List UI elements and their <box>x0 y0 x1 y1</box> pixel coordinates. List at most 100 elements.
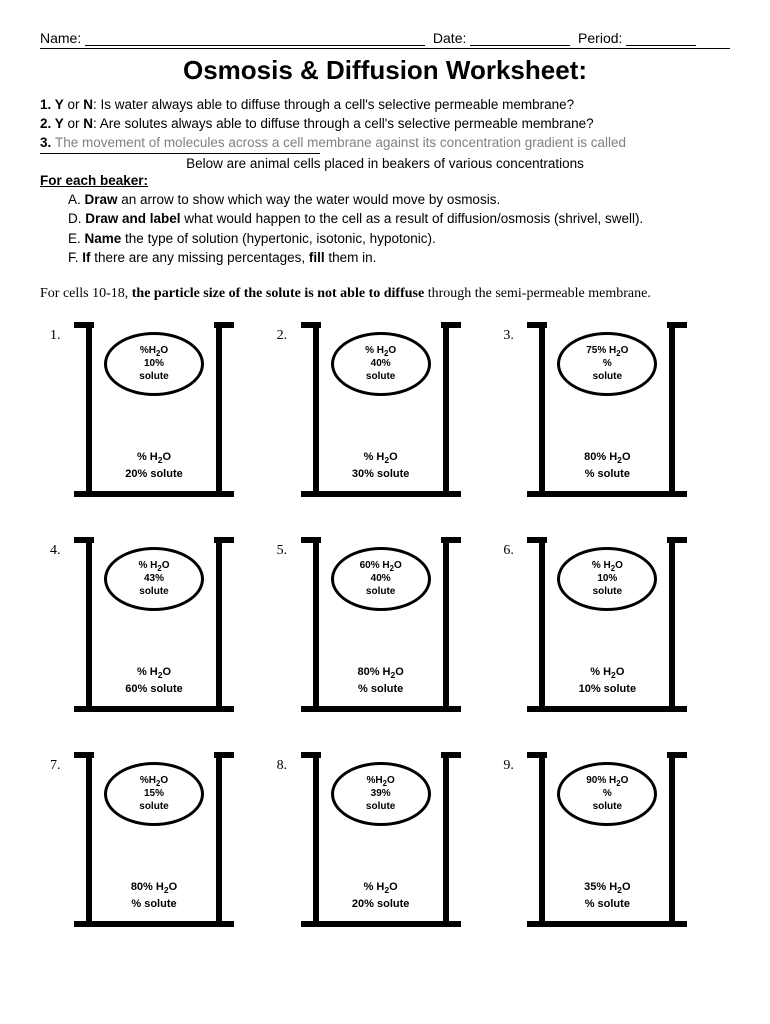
period-label: Period: <box>578 30 622 46</box>
cell-solute: solute <box>593 371 622 384</box>
cell-h2o: %H2O <box>140 345 168 359</box>
out-solute: % solute <box>319 682 443 696</box>
beaker-number: 1. <box>50 322 74 344</box>
beaker-cell: 5. 60% H2O40%solute 80% H2O% solute <box>277 537 494 712</box>
beaker-number: 5. <box>277 537 301 559</box>
date-blank[interactable] <box>470 31 570 46</box>
cell-solute: solute <box>593 801 622 814</box>
out-h2o: % H2O <box>92 665 216 681</box>
out-h2o: 80% H2O <box>545 450 669 466</box>
cell-h2o: 60% H2O <box>360 560 402 574</box>
name-label: Name: <box>40 30 81 46</box>
beaker-number: 8. <box>277 752 301 774</box>
membrane-note: For cells 10-18, the particle size of th… <box>40 286 730 302</box>
out-h2o: % H2O <box>319 450 443 466</box>
beaker-cell: 7. %H2O15%solute 80% H2O% solute <box>50 752 267 927</box>
beaker: 75% H2O%solute 80% H2O% solute <box>527 322 687 497</box>
beaker-cell: 8. %H2O39%solute % H2O20% solute <box>277 752 494 927</box>
beaker-number: 7. <box>50 752 74 774</box>
cell-oval: 75% H2O%solute <box>557 332 657 396</box>
beaker-solution: 80% H2O% solute <box>545 450 669 481</box>
cell-h2o: % H2O <box>138 560 169 574</box>
out-solute: % solute <box>92 897 216 911</box>
cell-solute: solute <box>139 371 168 384</box>
beaker-number: 3. <box>503 322 527 344</box>
beaker-solution: % H2O10% solute <box>545 665 669 696</box>
out-solute: 60% solute <box>92 682 216 696</box>
beaker-solution: % H2O60% solute <box>92 665 216 696</box>
beaker-solution: 80% H2O% solute <box>92 880 216 911</box>
period-blank[interactable] <box>626 31 696 46</box>
out-h2o: 35% H2O <box>545 880 669 896</box>
worksheet-title: Osmosis & Diffusion Worksheet: <box>40 55 730 86</box>
cell-oval: 60% H2O40%solute <box>331 547 431 611</box>
cell-oval: %H2O39%solute <box>331 762 431 826</box>
cell-solute: solute <box>593 586 622 599</box>
header-fields: Name: Date: Period: <box>40 30 730 49</box>
beaker-number: 2. <box>277 322 301 344</box>
out-solute: % solute <box>545 467 669 481</box>
cell-pct: 10% <box>597 573 617 586</box>
cell-h2o: %H2O <box>367 775 395 789</box>
task-e: E. Name the type of solution (hypertonic… <box>68 229 730 249</box>
out-h2o: % H2O <box>92 450 216 466</box>
beaker-cell: 2.% H2O40%solute% H2O30% solute <box>277 322 494 497</box>
beaker: 60% H2O40%solute 80% H2O% solute <box>301 537 461 712</box>
out-solute: 20% solute <box>319 897 443 911</box>
out-solute: 10% solute <box>545 682 669 696</box>
beaker-number: 4. <box>50 537 74 559</box>
date-label: Date: <box>433 30 466 46</box>
cell-oval: %H2O10%solute <box>104 332 204 396</box>
cell-pct: 40% <box>371 358 391 371</box>
out-h2o: 80% H2O <box>92 880 216 896</box>
beaker-cell: 1. %H2O10%solute % H2O20% solute <box>50 322 267 497</box>
cell-solute: solute <box>366 371 395 384</box>
cell-oval: % H2O10%solute <box>557 547 657 611</box>
for-each-label: For each beaker: <box>40 173 730 188</box>
question-1: 1. Y or N: Is water always able to diffu… <box>40 96 730 115</box>
cell-pct: % <box>603 788 612 801</box>
cell-oval: % H2O43%solute <box>104 547 204 611</box>
beaker: 90% H2O%solute 35% H2O% solute <box>527 752 687 927</box>
cell-solute: solute <box>366 801 395 814</box>
cell-solute: solute <box>139 586 168 599</box>
cell-h2o: 75% H2O <box>586 345 628 359</box>
cell-pct: 15% <box>144 788 164 801</box>
out-h2o: % H2O <box>545 665 669 681</box>
cell-h2o: % H2O <box>365 345 396 359</box>
beaker-solution: % H2O20% solute <box>319 880 443 911</box>
out-h2o: % H2O <box>319 880 443 896</box>
cell-oval: 90% H2O%solute <box>557 762 657 826</box>
task-f: F. If there are any missing percentages,… <box>68 248 730 268</box>
beaker: % H2O10%solute% H2O10% solute <box>527 537 687 712</box>
task-list: A. Draw an arrow to show which way the w… <box>40 190 730 268</box>
beaker-solution: 80% H2O% solute <box>319 665 443 696</box>
out-h2o: 80% H2O <box>319 665 443 681</box>
beaker-cell: 6.% H2O10%solute% H2O10% solute <box>503 537 720 712</box>
cell-oval: % H2O40%solute <box>331 332 431 396</box>
beaker-grid: 1.%H2O10%solute% H2O20% solute2.% H2O40%… <box>40 322 730 927</box>
beaker: % H2O40%solute% H2O30% solute <box>301 322 461 497</box>
q3-answer-rule[interactable] <box>40 153 320 154</box>
out-solute: 20% solute <box>92 467 216 481</box>
cell-pct: 43% <box>144 573 164 586</box>
cell-h2o: 90% H2O <box>586 775 628 789</box>
out-solute: 30% solute <box>319 467 443 481</box>
beaker: %H2O39%solute % H2O20% solute <box>301 752 461 927</box>
centered-instruction: Below are animal cells placed in beakers… <box>40 156 730 171</box>
beaker-number: 6. <box>503 537 527 559</box>
beaker-cell: 4.% H2O43%solute% H2O60% solute <box>50 537 267 712</box>
question-3: 3. The movement of molecules across a ce… <box>40 134 730 153</box>
cell-oval: %H2O15%solute <box>104 762 204 826</box>
beaker-solution: % H2O20% solute <box>92 450 216 481</box>
cell-pct: 10% <box>144 358 164 371</box>
out-solute: % solute <box>545 897 669 911</box>
beaker-solution: % H2O30% solute <box>319 450 443 481</box>
cell-h2o: % H2O <box>592 560 623 574</box>
question-2: 2. Y or N: Are solutes always able to di… <box>40 115 730 134</box>
beaker: % H2O43%solute% H2O60% solute <box>74 537 234 712</box>
cell-h2o: %H2O <box>140 775 168 789</box>
beaker: %H2O10%solute % H2O20% solute <box>74 322 234 497</box>
name-blank[interactable] <box>85 31 425 46</box>
cell-solute: solute <box>139 801 168 814</box>
